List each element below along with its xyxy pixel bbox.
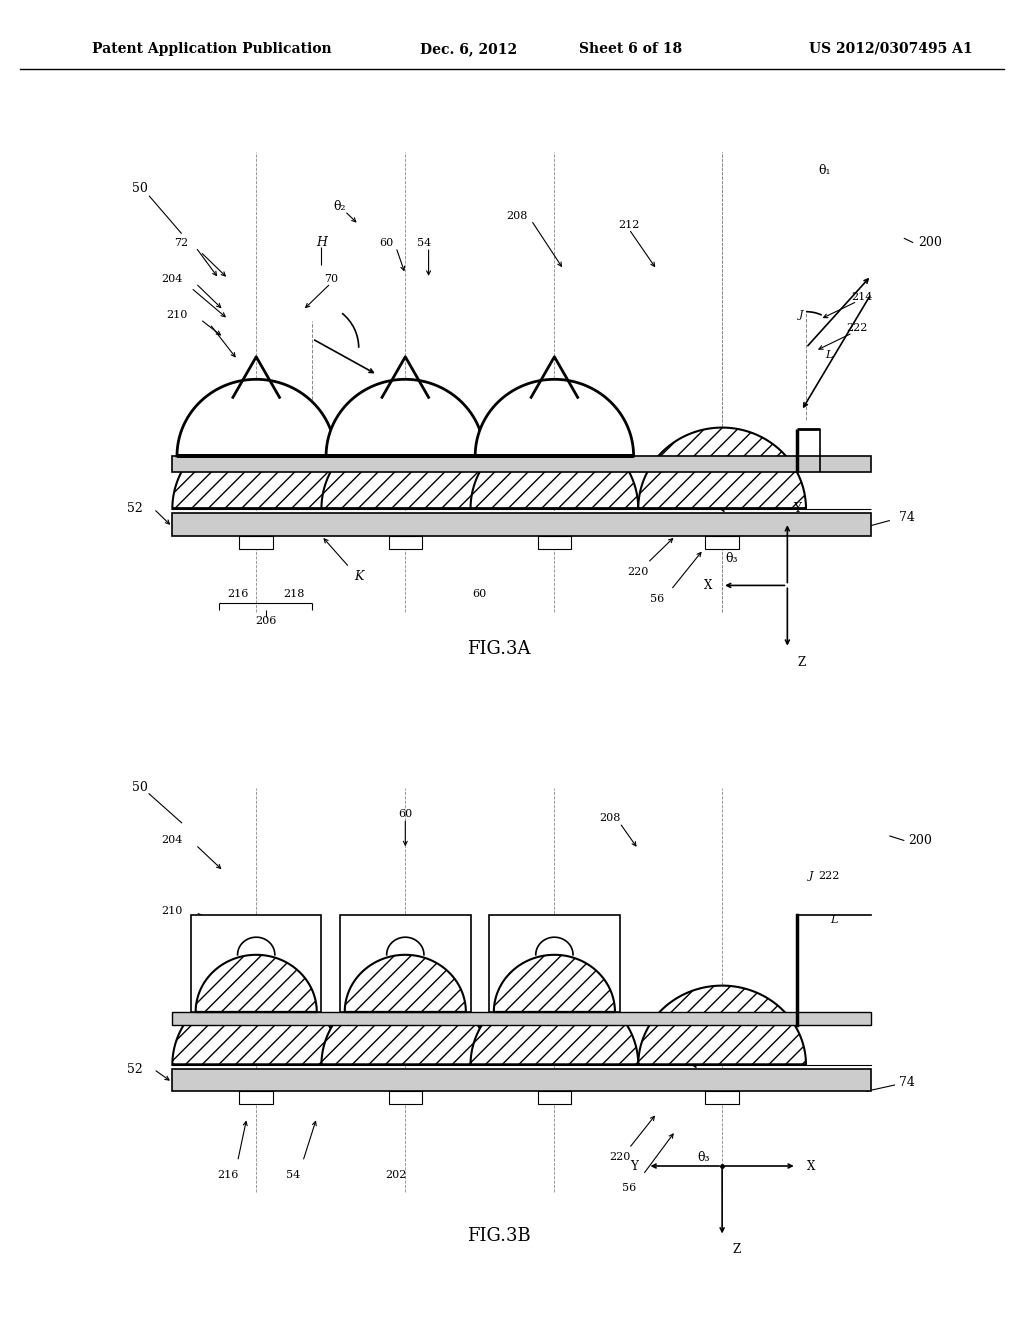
Text: 202: 202	[385, 1170, 407, 1180]
Text: 204: 204	[162, 273, 183, 284]
Text: Y: Y	[793, 502, 801, 515]
Text: 60: 60	[398, 809, 413, 818]
Polygon shape	[322, 986, 489, 1065]
Bar	[340, 915, 471, 1012]
Bar	[172, 455, 871, 473]
Polygon shape	[638, 428, 806, 508]
Polygon shape	[345, 954, 466, 1012]
Bar	[240, 536, 273, 549]
Text: 56: 56	[622, 1183, 636, 1193]
Text: 70: 70	[324, 273, 338, 284]
Polygon shape	[475, 379, 634, 455]
Text: L: L	[825, 350, 833, 360]
Text: 208: 208	[507, 211, 527, 220]
Text: 214: 214	[851, 292, 872, 302]
Text: Z: Z	[732, 1243, 740, 1257]
Text: 220: 220	[628, 566, 649, 577]
Text: 200: 200	[908, 834, 933, 847]
Bar	[190, 915, 322, 1012]
Text: 206: 206	[255, 616, 276, 627]
Polygon shape	[326, 379, 484, 455]
Text: 210: 210	[162, 906, 183, 916]
Bar	[706, 536, 739, 549]
Text: Patent Application Publication: Patent Application Publication	[92, 42, 332, 55]
Text: 54: 54	[287, 1170, 301, 1180]
Text: Z: Z	[798, 656, 806, 669]
Text: 52: 52	[127, 502, 143, 515]
Text: 220: 220	[609, 1152, 631, 1162]
Text: θ₁: θ₁	[818, 164, 830, 177]
Text: K: K	[354, 570, 364, 583]
Text: 216: 216	[227, 590, 248, 599]
Text: 56: 56	[650, 594, 664, 605]
Text: H: H	[316, 236, 327, 249]
Polygon shape	[638, 986, 806, 1065]
Text: J: J	[808, 871, 813, 880]
Text: 60: 60	[473, 590, 487, 599]
Text: 54: 54	[417, 238, 431, 248]
Text: 60: 60	[380, 238, 394, 248]
Text: 218: 218	[283, 590, 304, 599]
Text: X: X	[703, 579, 713, 591]
Text: 72: 72	[175, 238, 188, 248]
Polygon shape	[177, 379, 336, 455]
Text: 200: 200	[918, 236, 942, 249]
Text: 204: 204	[162, 836, 183, 845]
Text: 222: 222	[847, 323, 868, 334]
Bar	[172, 513, 871, 536]
Text: X: X	[807, 1159, 815, 1172]
Text: 216: 216	[217, 1170, 239, 1180]
Polygon shape	[471, 428, 638, 508]
Polygon shape	[322, 428, 489, 508]
Bar	[172, 1012, 871, 1026]
Bar	[388, 1092, 422, 1105]
Bar	[489, 915, 620, 1012]
Text: FIG.3B: FIG.3B	[467, 1228, 530, 1245]
Text: 50: 50	[132, 781, 147, 795]
Text: L: L	[830, 915, 838, 924]
Text: 212: 212	[618, 219, 640, 230]
Text: Y: Y	[630, 1159, 638, 1172]
Text: 210: 210	[166, 310, 187, 319]
Text: θ₃: θ₃	[725, 552, 737, 565]
Text: 74: 74	[899, 1076, 915, 1089]
Polygon shape	[471, 986, 638, 1065]
Text: 222: 222	[818, 871, 840, 880]
Text: θ₃: θ₃	[697, 1151, 710, 1164]
Bar	[388, 536, 422, 549]
Polygon shape	[494, 954, 615, 1012]
Polygon shape	[172, 986, 340, 1065]
Bar	[538, 536, 571, 549]
Bar	[240, 1092, 273, 1105]
Bar	[538, 1092, 571, 1105]
Polygon shape	[196, 954, 316, 1012]
Text: 52: 52	[127, 1063, 143, 1076]
Polygon shape	[172, 428, 340, 508]
Text: θ₂: θ₂	[334, 201, 346, 213]
Text: 50: 50	[132, 182, 147, 195]
Text: FIG.3A: FIG.3A	[467, 640, 530, 657]
Bar	[706, 1092, 739, 1105]
Text: US 2012/0307495 A1: US 2012/0307495 A1	[809, 42, 973, 55]
Text: J: J	[799, 310, 804, 319]
Bar	[172, 1069, 871, 1092]
Text: 208: 208	[600, 813, 621, 824]
Text: Dec. 6, 2012: Dec. 6, 2012	[420, 42, 517, 55]
Text: Sheet 6 of 18: Sheet 6 of 18	[579, 42, 682, 55]
Text: 74: 74	[899, 511, 915, 524]
